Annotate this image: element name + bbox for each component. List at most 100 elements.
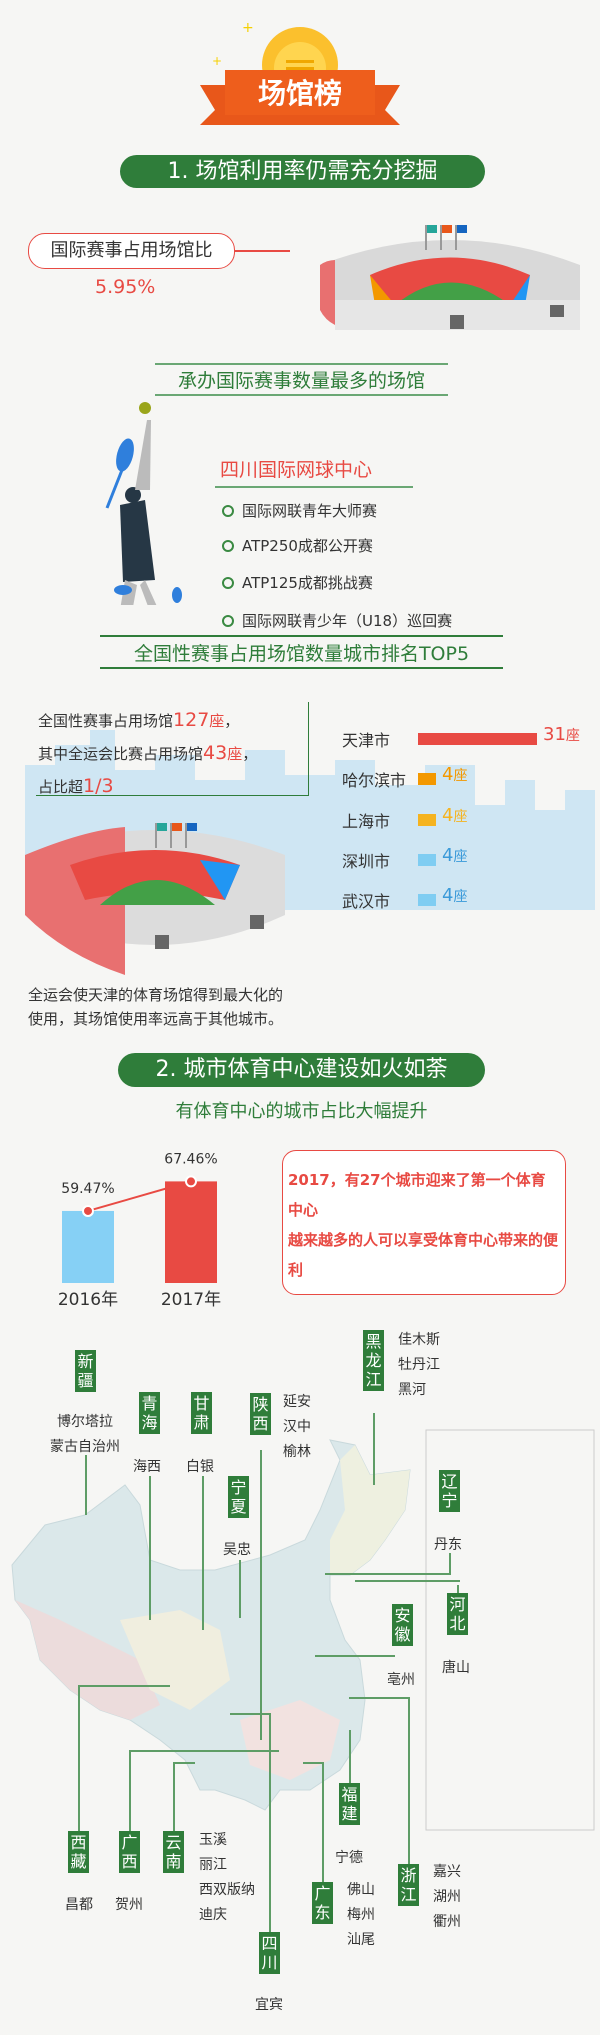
top5-heading: 全国性赛事占用场馆数量城市排名TOP5: [133, 643, 470, 665]
venue-ratio-callout: 国际赛事占用场馆比: [28, 233, 235, 269]
leader-line: [315, 1655, 395, 1657]
leader-line: [78, 1685, 80, 1831]
event-label: 国际网联青年大师赛: [242, 502, 378, 520]
bar-2017年: [165, 1181, 217, 1283]
city-bar: [418, 854, 436, 866]
city-list: 白银: [186, 1459, 214, 1475]
event-item: ATP125成都挑战赛: [222, 572, 373, 593]
divider: [100, 667, 503, 669]
event-label: ATP250成都公开赛: [242, 537, 373, 555]
venue-name: 四川国际网球中心: [220, 459, 373, 481]
leader-line: [269, 1713, 271, 1932]
category-label: 2017年: [161, 1290, 221, 1310]
section2-heading: 2. 城市体育中心建设如火如荼: [118, 1053, 485, 1087]
leader-line: [230, 1713, 270, 1715]
leader-line: [129, 1750, 279, 1752]
sports-center-ratio-chart: 59.47% 2016年 67.46% 2017年: [58, 1151, 221, 1310]
city-list: 亳州: [387, 1672, 415, 1688]
city-value: 4座: [442, 885, 468, 906]
leader-line: [239, 1560, 241, 1618]
trend-line: [87, 1180, 192, 1212]
bullet-circle-icon: [222, 576, 234, 589]
city-name: 天津市: [342, 731, 391, 750]
province-label: 广西: [119, 1831, 140, 1873]
city-name: 深圳市: [342, 852, 391, 871]
province-label: 四川: [259, 1932, 280, 1974]
section2-subheading: 有体育中心的城市占比大幅提升: [175, 1101, 428, 1122]
divider: [155, 363, 448, 365]
leader-line: [78, 1685, 170, 1687]
leader-line: [260, 1450, 262, 1740]
city-list: 宜宾: [255, 1997, 283, 2013]
trend-point: [82, 1204, 94, 1217]
banner-title: 场馆榜: [257, 77, 342, 110]
city-value: 4座: [442, 805, 468, 826]
event-item: 国际网联青年大师赛: [222, 500, 377, 521]
bullet-circle-icon: [222, 539, 234, 552]
note-line: 2017，有27个城市迎来了第一个体育中心: [288, 1171, 546, 1219]
province-label: 黑龙江: [363, 1330, 384, 1391]
city-value: 31座: [543, 724, 580, 745]
leader-line: [408, 1697, 410, 1864]
leader-line: [373, 1413, 375, 1485]
divider: [155, 394, 448, 396]
section1-heading: 1. 场馆利用率仍需充分挖掘: [120, 155, 485, 188]
province-label: 浙江: [398, 1864, 419, 1906]
city-bar: [418, 733, 537, 745]
leader-line: [149, 1476, 151, 1620]
data-label: 67.46%: [164, 1151, 217, 1167]
city-list: 海西: [133, 1459, 161, 1475]
province-label: 宁夏: [228, 1476, 249, 1518]
leader-line: [349, 1697, 409, 1699]
province-label: 广东: [312, 1882, 333, 1924]
city-list: 佛山 梅州 汕尾: [347, 1882, 375, 1948]
leader-line: [457, 1585, 459, 1593]
svg-text:+: +: [212, 54, 222, 68]
province-label: 云南: [163, 1831, 184, 1873]
city-list: 博尔塔拉 蒙古自治州: [50, 1414, 120, 1455]
leader-line: [202, 1476, 204, 1630]
bullet-circle-icon: [222, 504, 234, 517]
event-item: ATP250成都公开赛: [222, 535, 373, 556]
divider: [100, 635, 503, 637]
city-list: 玉溪 丽江 西双版纳 迪庆: [199, 1832, 255, 1923]
trend-point: [185, 1175, 197, 1188]
top5-note-box: [36, 702, 309, 796]
city-list: 嘉兴 湖州 衢州: [433, 1864, 461, 1930]
province-label: 甘肃: [191, 1392, 212, 1434]
leader-line: [325, 1573, 450, 1575]
city-name: 哈尔滨市: [342, 771, 407, 790]
city-value: 4座: [442, 764, 468, 785]
province-label: 青海: [139, 1392, 160, 1434]
stadium-illustration-icon: [320, 225, 580, 330]
province-label: 辽宁: [439, 1470, 460, 1512]
province-label: 河北: [447, 1593, 468, 1635]
category-label: 2016年: [58, 1290, 118, 1310]
city-bar: [418, 894, 436, 906]
province-label: 陕西: [250, 1393, 271, 1435]
event-label: ATP125成都挑战赛: [242, 574, 373, 592]
leader-line: [173, 1762, 175, 1831]
callout-connector: [235, 250, 290, 252]
stadium-illustration-icon: [25, 823, 285, 975]
city-list: 唐山: [442, 1660, 470, 1676]
leader-line: [129, 1750, 131, 1831]
sports-center-note-box: 2017，有27个城市迎来了第一个体育中心 越来越多的人可以享受体育中心带来的便…: [282, 1150, 566, 1295]
leader-line: [85, 1455, 87, 1515]
event-item: 国际网联青少年（U18）巡回赛: [222, 610, 452, 631]
divider: [215, 486, 413, 488]
leader-line: [303, 1762, 323, 1764]
city-list: 延安 汉中 榆林: [283, 1394, 311, 1460]
province-label: 西藏: [68, 1831, 89, 1873]
svg-text:+: +: [242, 20, 254, 36]
city-list: 丹东: [434, 1537, 462, 1553]
data-label: 59.47%: [61, 1181, 114, 1197]
leader-line: [355, 1580, 460, 1582]
banner-coin-icon: ++: [200, 20, 400, 125]
city-list: 宁德: [335, 1850, 363, 1866]
leader-line: [322, 1762, 324, 1882]
city-list: 吴忠: [223, 1542, 251, 1558]
province-label: 福建: [339, 1783, 360, 1825]
leader-line: [449, 1553, 451, 1575]
